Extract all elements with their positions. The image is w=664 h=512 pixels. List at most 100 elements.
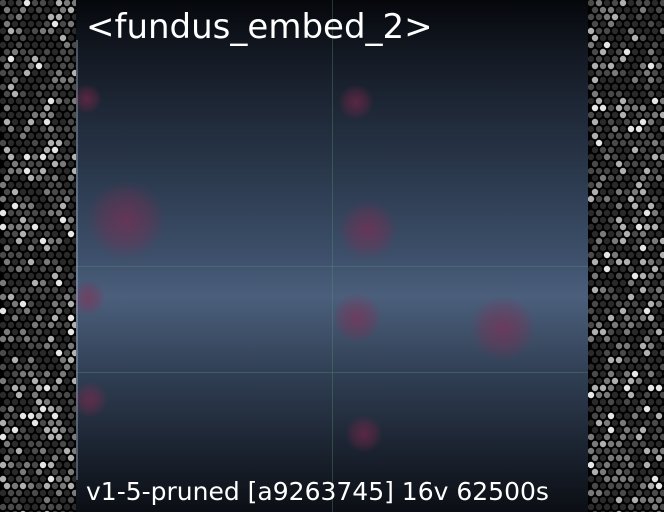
- noise-dot: [655, 468, 663, 476]
- noise-dot: [35, 342, 43, 350]
- noise-dot: [11, 286, 19, 294]
- noise-dot: [631, 468, 639, 476]
- noise-dot: [3, 104, 11, 112]
- noise-dot: [15, 475, 23, 483]
- noise-dot: [7, 349, 15, 357]
- noise-dot: [35, 468, 43, 476]
- noise-dot: [67, 356, 75, 364]
- noise-dot: [595, 461, 603, 469]
- noise-dot: [655, 118, 663, 126]
- noise-dot: [655, 104, 663, 112]
- noise-dot: [603, 391, 611, 399]
- noise-dot: [71, 405, 76, 413]
- noise-dot: [59, 20, 67, 28]
- noise-dot: [59, 356, 67, 364]
- noise-dot: [19, 104, 27, 112]
- noise-dot: [603, 223, 611, 231]
- noise-dot: [39, 447, 47, 455]
- noise-dot: [588, 167, 595, 175]
- noise-dot: [607, 314, 615, 322]
- noise-dot: [588, 41, 595, 49]
- noise-dot: [627, 321, 635, 329]
- noise-dot: [47, 153, 55, 161]
- noise-dot: [71, 27, 76, 35]
- noise-dot: [59, 6, 67, 14]
- noise-dot: [23, 139, 31, 147]
- noise-dot: [15, 0, 23, 7]
- noise-dot: [15, 391, 23, 399]
- noise-dot: [627, 125, 635, 133]
- noise-dot: [615, 230, 623, 238]
- noise-dot: [3, 412, 11, 420]
- noise-dot: [23, 419, 31, 427]
- noise-dot: [599, 258, 607, 266]
- noise-dot: [659, 475, 664, 483]
- noise-dot: [599, 286, 607, 294]
- noise-dot: [31, 419, 39, 427]
- noise-dot: [623, 160, 631, 168]
- noise-dot: [615, 244, 623, 252]
- noise-dot: [51, 258, 59, 266]
- noise-dot: [643, 83, 651, 91]
- noise-dot: [0, 237, 7, 245]
- noise-dot: [591, 272, 599, 280]
- noise-dot: [0, 293, 7, 301]
- noise-dot: [588, 447, 595, 455]
- noise-dot: [11, 174, 19, 182]
- noise-dot: [603, 13, 611, 21]
- noise-dot: [31, 111, 39, 119]
- noise-dot: [63, 167, 71, 175]
- noise-dot: [635, 237, 643, 245]
- noise-dot: [651, 307, 659, 315]
- noise-dot: [603, 335, 611, 343]
- noise-dot: [27, 328, 35, 336]
- noise-dot: [55, 41, 63, 49]
- noise-dot: [591, 244, 599, 252]
- noise-dot: [599, 300, 607, 308]
- noise-dot: [11, 90, 19, 98]
- noise-dot: [31, 293, 39, 301]
- noise-dot: [55, 475, 63, 483]
- noise-dot: [51, 496, 59, 504]
- noise-dot: [47, 13, 55, 21]
- noise-dot: [63, 503, 71, 511]
- noise-dot: [35, 258, 43, 266]
- noise-dot: [643, 293, 651, 301]
- noise-dot: [63, 41, 71, 49]
- noise-dot: [67, 384, 75, 392]
- noise-dot: [639, 496, 647, 504]
- noise-dot: [39, 27, 47, 35]
- noise-dot: [67, 482, 75, 490]
- noise-dot: [63, 209, 71, 217]
- noise-dot: [15, 335, 23, 343]
- noise-dot: [67, 62, 75, 70]
- noise-dot: [643, 307, 651, 315]
- noise-dot: [591, 90, 599, 98]
- noise-dot: [3, 90, 11, 98]
- noise-dot: [655, 20, 663, 28]
- noise-dot: [51, 244, 59, 252]
- noise-dot: [599, 454, 607, 462]
- noise-dot: [655, 300, 663, 308]
- noise-dot: [71, 503, 76, 511]
- noise-dot: [0, 475, 7, 483]
- noise-dot: [63, 55, 71, 63]
- noise-dot: [635, 461, 643, 469]
- noise-dot: [591, 48, 599, 56]
- noise-dot: [651, 433, 659, 441]
- noise-dot: [659, 209, 664, 217]
- noise-dot: [643, 153, 651, 161]
- noise-dot: [591, 328, 599, 336]
- noise-dot: [635, 41, 643, 49]
- noise-dot: [3, 6, 11, 14]
- noise-dot: [627, 405, 635, 413]
- noise-dot: [619, 153, 627, 161]
- noise-dot: [635, 503, 643, 511]
- noise-dot: [659, 293, 664, 301]
- noise-dot: [631, 482, 639, 490]
- noise-dot: [619, 433, 627, 441]
- noise-dot: [55, 265, 63, 273]
- noise-dot: [659, 447, 664, 455]
- noise-dot: [607, 426, 615, 434]
- noise-dot: [15, 321, 23, 329]
